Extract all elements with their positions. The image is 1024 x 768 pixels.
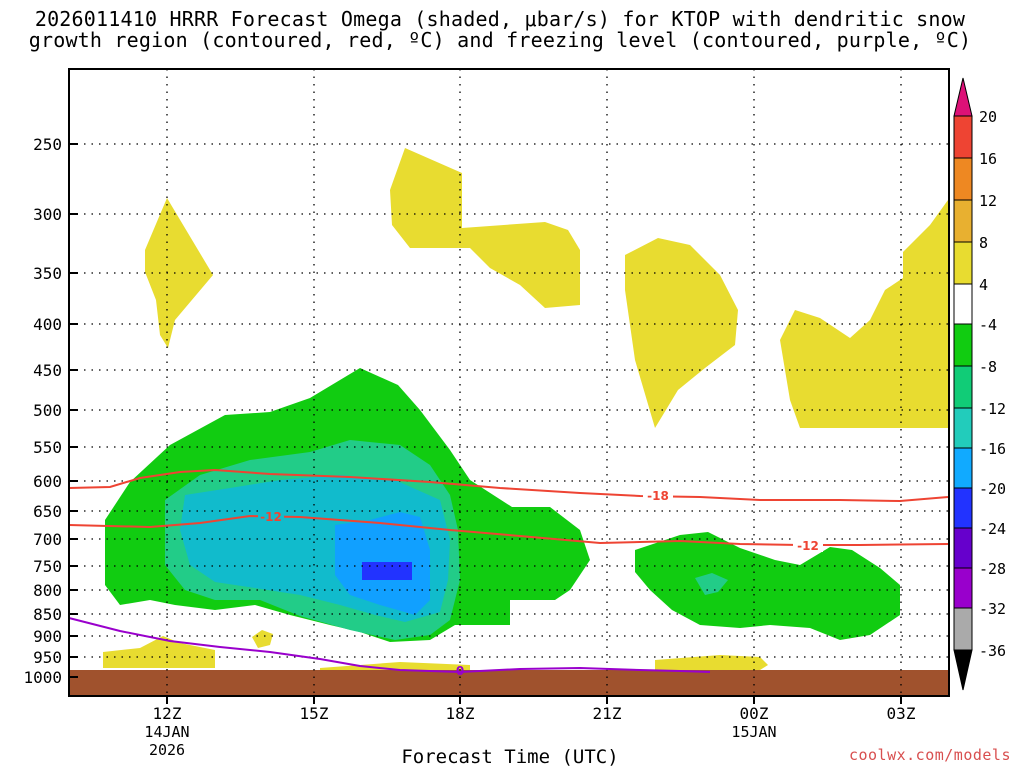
colorbar: 20 16 12 8 4 -4 -8 -12 -16 -20 -24 -28 -… [953, 77, 1006, 691]
dgz-label-minus12-b: -12 [797, 539, 819, 553]
colorbar-label: 16 [979, 150, 997, 168]
ground-surface [69, 670, 949, 696]
dgz-contour-minus12 [68, 514, 949, 546]
x-tick-date: 15JAN [731, 723, 776, 741]
omega-positive-region-1 [145, 198, 213, 348]
x-tick-marks [166, 696, 902, 704]
omega-positive-region-2 [390, 148, 580, 308]
colorbar-top-arrow [953, 77, 973, 117]
colorbar-label: 8 [979, 234, 988, 252]
x-tick-date: 14JAN [144, 723, 189, 741]
colorbar-label: -24 [979, 520, 1006, 538]
colorbar-bin-minus4-4 [953, 283, 973, 325]
y-tick-label: 600 [33, 472, 62, 491]
y-tick-label: 300 [33, 205, 62, 224]
colorbar-bin-minus24-minus20 [953, 487, 973, 529]
y-tick-label: 950 [33, 648, 62, 667]
x-tick-label: 03Z [887, 704, 916, 723]
colorbar-label: -4 [979, 316, 997, 334]
freezing-level-label: 0 [456, 664, 464, 678]
site-credit: coolwx.com/models [848, 746, 1011, 764]
colorbar-label: -28 [979, 560, 1006, 578]
colorbar-label: -20 [979, 480, 1006, 498]
colorbar-bin-minus28-minus24 [953, 527, 973, 569]
colorbar-bin-minus12-minus8 [953, 365, 973, 409]
colorbar-bin-minus8-minus4 [953, 323, 973, 367]
colorbar-label: -8 [979, 358, 997, 376]
dgz-label-minus18: -18 [647, 489, 669, 503]
omega-positive-region-8 [320, 662, 470, 670]
plot-frame [68, 68, 950, 697]
omega-positive-region-5 [103, 636, 215, 668]
colorbar-bin-4-8 [953, 241, 973, 285]
omega-positive-region-6 [252, 630, 273, 648]
colorbar-label: 20 [979, 108, 997, 126]
omega-shading [69, 148, 949, 696]
y-tick-marks [69, 143, 78, 678]
chart-title-line-2: growth region (contoured, red, ºC) and f… [28, 28, 972, 52]
y-tick-label: 450 [33, 361, 62, 380]
omega-negative-region-8-12-small [695, 573, 728, 595]
y-tick-label: 350 [33, 264, 62, 283]
x-tick-label: 00Z [740, 704, 769, 723]
colorbar-label: 12 [979, 192, 997, 210]
y-tick-label: 250 [33, 135, 62, 154]
x-tick-year: 2026 [149, 741, 185, 759]
y-tick-label: 550 [33, 438, 62, 457]
omega-positive-region-3 [625, 238, 738, 428]
freezing-level-contour [68, 617, 711, 674]
colorbar-bottom-arrow [953, 649, 973, 691]
colorbar-bin-8-12 [953, 199, 973, 243]
y-tick-label: 800 [33, 581, 62, 600]
x-tick-label: 12Z [153, 704, 182, 723]
colorbar-bin-12-16 [953, 157, 973, 201]
y-tick-label: 700 [33, 530, 62, 549]
omega-negative-region-4-8-b [635, 532, 900, 640]
omega-positive-region-4 [780, 200, 948, 428]
y-tick-label: 750 [33, 557, 62, 576]
y-tick-label: 400 [33, 315, 62, 334]
x-tick-label: 18Z [446, 704, 475, 723]
colorbar-bin-minus32-minus28 [953, 567, 973, 609]
colorbar-label: -12 [979, 400, 1006, 418]
x-tick-label: 21Z [593, 704, 622, 723]
colorbar-bin-minus16-minus12 [953, 407, 973, 449]
omega-negative-region-20-24 [362, 562, 412, 580]
colorbar-bin-16-20 [953, 115, 973, 159]
x-axis-title: Forecast Time (UTC) [401, 746, 619, 768]
dgz-label-minus12-a: -12 [260, 510, 282, 524]
y-tick-label: 900 [33, 627, 62, 646]
y-tick-label: 500 [33, 401, 62, 420]
y-tick-label: 1000 [23, 668, 62, 687]
omega-positive-region-7 [655, 655, 768, 670]
chart-title-line-1: 2026011410 HRRR Forecast Omega (shaded, … [34, 7, 966, 31]
y-tick-label: 650 [33, 502, 62, 521]
x-tick-label: 15Z [300, 704, 329, 723]
y-tick-label: 850 [33, 605, 62, 624]
colorbar-bin-minus20-minus16 [953, 447, 973, 489]
dgz-contour-minus18 [68, 468, 949, 503]
colorbar-bin-minus36-minus32 [953, 607, 973, 651]
colorbar-label: -32 [979, 600, 1006, 618]
colorbar-label: -16 [979, 440, 1006, 458]
colorbar-label: 4 [979, 276, 988, 294]
colorbar-label: -36 [979, 642, 1006, 660]
